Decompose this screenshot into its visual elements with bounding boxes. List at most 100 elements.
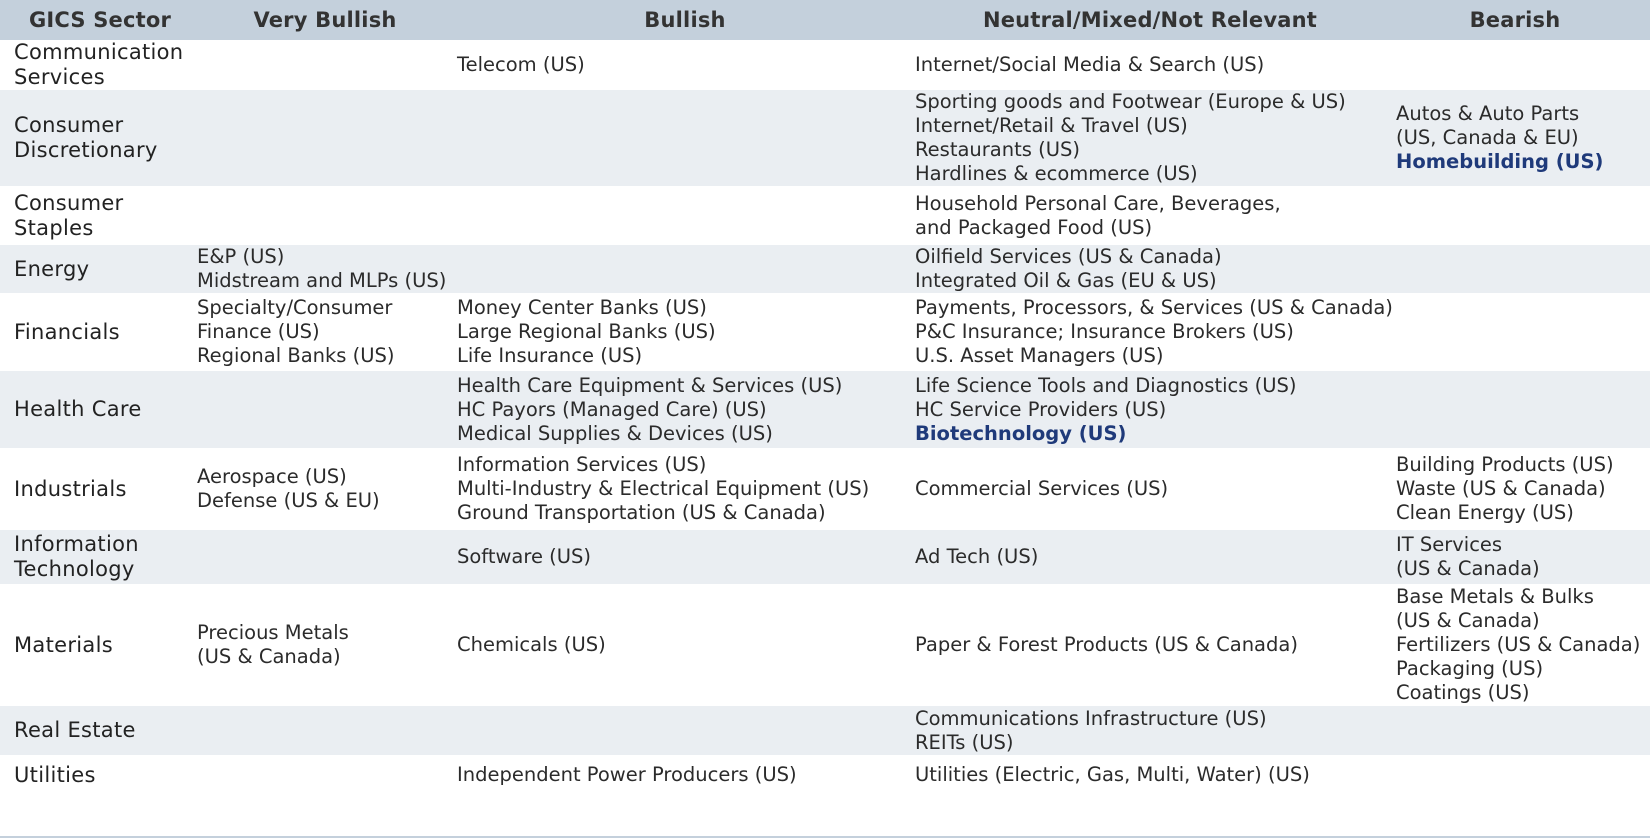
industry-item: Sporting goods and Footwear (Europe & US… [915, 90, 1346, 113]
bullish-cell [457, 90, 897, 186]
table-row: Consumer Discretionary Sporting goods and … [0, 90, 1650, 186]
industry-item: Health Care Equipment & Services (US) [457, 373, 843, 397]
bullish-cell: Software (US) [457, 530, 897, 584]
table-row: Real Estate Communications Infrastructure… [0, 706, 1650, 755]
industry-item: Household Personal Care, Beverages, [915, 191, 1281, 215]
industry-item: Homebuilding (US) [1396, 150, 1604, 173]
bearish-cell: Building Products (US) Waste (US & Canada… [1396, 448, 1646, 530]
industry-item: Ground Transportation (US & Canada) [457, 501, 826, 524]
sector-label-line: Real Estate [14, 718, 136, 742]
industry-item: IT Services [1396, 533, 1503, 556]
industry-item: Commercial Services (US) [915, 477, 1169, 500]
neutral-cell: Communications Infrastructure (US) REITs … [915, 706, 1385, 755]
industry-item: Multi-Industry & Electrical Equipment (U… [457, 477, 870, 500]
industry-item: Autos & Auto Parts [1396, 102, 1580, 125]
bullish-cell [457, 706, 897, 755]
industry-item: Chemicals (US) [457, 633, 606, 656]
table-row: Financials Specialty/Consumer Finance (US)… [0, 293, 1650, 371]
header-bullish: Bullish [644, 8, 726, 32]
very-bullish-cell [197, 755, 442, 795]
neutral-cell: Commercial Services (US) [915, 448, 1385, 530]
industry-item: (US & Canada) [197, 645, 341, 668]
industry-item: (US & Canada) [1396, 557, 1540, 580]
table-bottom-rule [0, 836, 1650, 838]
industry-item: Clean Energy (US) [1396, 501, 1574, 524]
industry-item: Life Insurance (US) [457, 344, 643, 367]
bullish-cell: Independent Power Producers (US) [457, 755, 897, 795]
bullish-cell [457, 186, 897, 245]
very-bullish-cell: E&P (US) Midstream and MLPs (US) [197, 245, 446, 293]
industry-item: Building Products (US) [1396, 453, 1614, 476]
neutral-cell: Sporting goods and Footwear (Europe & US… [915, 90, 1385, 186]
industry-item: Internet/Social Media & Search (US) [915, 53, 1265, 76]
bearish-cell: Autos & Auto Parts (US, Canada & EU) Homeb… [1396, 90, 1646, 186]
industry-item: Payments, Processors, & Services (US & C… [915, 296, 1393, 319]
bullish-cell: Chemicals (US) [457, 584, 897, 706]
industry-item: Defense (US & EU) [197, 489, 380, 512]
sector-label-line: Staples [14, 215, 94, 240]
industry-item: Base Metals & Bulks [1396, 585, 1594, 608]
bullish-cell: Health Care Equipment & Services (US) HC … [457, 371, 897, 448]
bullish-cell: Telecom (US) [457, 40, 897, 90]
industry-item: Utilities (Electric, Gas, Multi, Water) … [915, 763, 1310, 786]
industry-item: P&C Insurance; Insurance Brokers (US) [915, 320, 1294, 343]
very-bullish-cell: Precious Metals (US & Canada) [197, 584, 442, 706]
sector-label-line: Industrials [14, 476, 127, 501]
header-gics-sector: GICS Sector [28, 8, 172, 32]
sector-name: Health Care [14, 371, 184, 448]
industry-item: Hardlines & ecommerce (US) [915, 162, 1198, 185]
sector-label-line: Financials [14, 319, 120, 344]
industry-item: Internet/Retail & Travel (US) [915, 114, 1188, 137]
neutral-cell: Life Science Tools and Diagnostics (US) H… [915, 371, 1385, 448]
industry-item: Communications Infrastructure (US) [915, 706, 1267, 730]
industry-item: Regional Banks (US) [197, 344, 395, 367]
industry-item: Software (US) [457, 545, 592, 568]
industry-item: Oilfield Services (US & Canada) [915, 245, 1222, 268]
industry-item: Money Center Banks (US) [457, 296, 707, 319]
sector-label-line: Health Care [14, 397, 142, 421]
very-bullish-cell: Specialty/Consumer Finance (US) Regional B… [197, 293, 442, 371]
bearish-cell [1396, 40, 1646, 90]
industry-item: REITs (US) [915, 730, 1014, 754]
sector-name: Real Estate [14, 706, 184, 755]
sector-label-line: Materials [14, 632, 113, 657]
sector-label-line: Utilities [14, 762, 96, 787]
industry-item: Ad Tech (US) [915, 545, 1039, 568]
sector-label-line: Consumer [14, 190, 124, 215]
header-very-bullish: Very Bullish [253, 8, 397, 32]
sector-name: Communication Services [14, 40, 184, 90]
industry-item: (US, Canada & EU) [1396, 126, 1579, 149]
industry-item: Medical Supplies & Devices (US) [457, 421, 773, 445]
industry-item: Packaging (US) [1396, 657, 1544, 680]
table-row: Industrials Aerospace (US) Defense (US & E… [0, 448, 1650, 530]
table-row: Energy E&P (US) Midstream and MLPs (US) Oil… [0, 245, 1650, 293]
bullish-cell: Information Services (US) Multi-Industry … [457, 448, 897, 530]
sector-label-line: Services [14, 65, 105, 89]
industry-item: Large Regional Banks (US) [457, 320, 716, 343]
very-bullish-cell [197, 371, 442, 448]
sector-name: Utilities [14, 755, 184, 795]
industry-item: HC Service Providers (US) [915, 397, 1167, 421]
neutral-cell: Household Personal Care, Beverages, and P… [915, 186, 1385, 245]
very-bullish-cell [197, 40, 442, 90]
industry-item: Coatings (US) [1396, 681, 1530, 704]
neutral-cell: Utilities (Electric, Gas, Multi, Water) … [915, 755, 1385, 795]
bearish-cell [1396, 755, 1646, 795]
sector-label-line: Discretionary [14, 138, 158, 162]
industry-item: Aerospace (US) [197, 465, 347, 488]
industry-item: HC Payors (Managed Care) (US) [457, 397, 767, 421]
sector-name: Consumer Staples [14, 186, 184, 245]
very-bullish-cell [197, 186, 442, 245]
bullish-cell: Money Center Banks (US) Large Regional Ba… [457, 293, 897, 371]
industry-item: U.S. Asset Managers (US) [915, 344, 1164, 367]
header-bearish: Bearish [1469, 8, 1561, 32]
industry-item: Independent Power Producers (US) [457, 763, 797, 786]
table-row: Information Technology Software (US) Ad Tec… [0, 530, 1650, 584]
neutral-cell: Payments, Processors, & Services (US & C… [915, 293, 1393, 371]
very-bullish-cell [197, 530, 442, 584]
industry-item: and Packaged Food (US) [915, 215, 1153, 239]
sector-name: Energy [14, 245, 184, 293]
table-row: Health Care Health Care Equipment & Servi… [0, 371, 1650, 448]
bearish-cell [1396, 186, 1646, 245]
